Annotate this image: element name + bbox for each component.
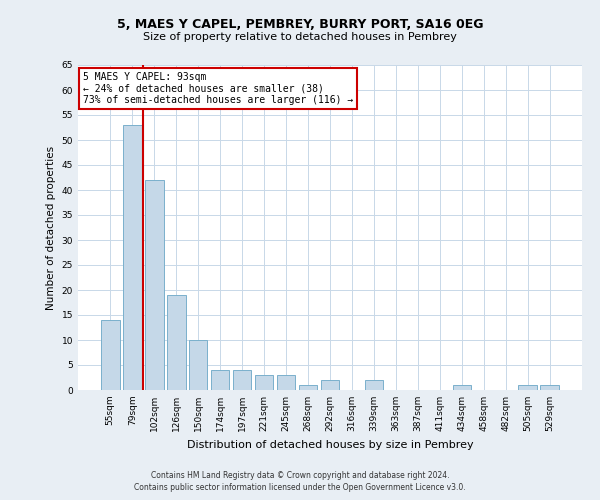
Bar: [211, 370, 229, 390]
Text: Contains HM Land Registry data © Crown copyright and database right 2024.
Contai: Contains HM Land Registry data © Crown c…: [134, 471, 466, 492]
Bar: [123, 125, 142, 390]
Bar: [101, 320, 119, 390]
Bar: [167, 295, 185, 390]
X-axis label: Distribution of detached houses by size in Pembrey: Distribution of detached houses by size …: [187, 440, 473, 450]
Text: 5, MAES Y CAPEL, PEMBREY, BURRY PORT, SA16 0EG: 5, MAES Y CAPEL, PEMBREY, BURRY PORT, SA…: [117, 18, 483, 30]
Text: Size of property relative to detached houses in Pembrey: Size of property relative to detached ho…: [143, 32, 457, 42]
Bar: [365, 380, 383, 390]
Bar: [277, 375, 295, 390]
Bar: [145, 180, 164, 390]
Bar: [541, 385, 559, 390]
Bar: [452, 385, 471, 390]
Text: 5 MAES Y CAPEL: 93sqm
← 24% of detached houses are smaller (38)
73% of semi-deta: 5 MAES Y CAPEL: 93sqm ← 24% of detached …: [83, 72, 353, 104]
Bar: [189, 340, 208, 390]
Bar: [518, 385, 537, 390]
Bar: [233, 370, 251, 390]
Bar: [255, 375, 274, 390]
Y-axis label: Number of detached properties: Number of detached properties: [46, 146, 56, 310]
Bar: [320, 380, 340, 390]
Bar: [299, 385, 317, 390]
